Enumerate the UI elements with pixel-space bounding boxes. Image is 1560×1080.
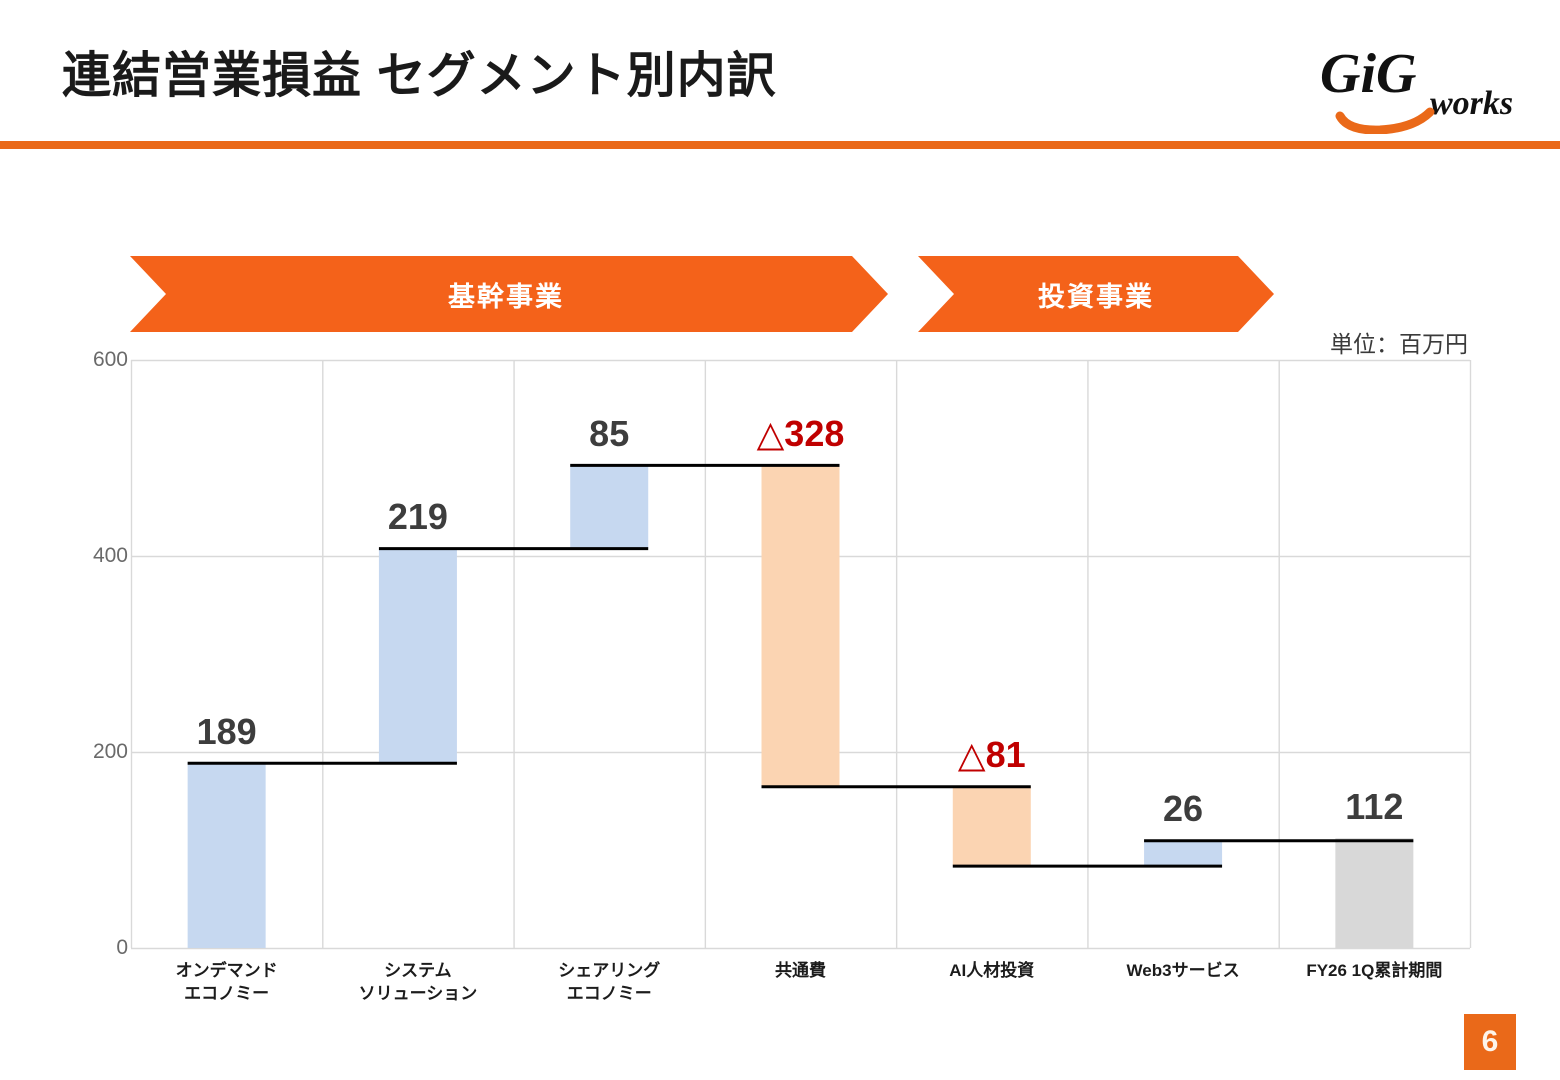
banner-core-business: 基幹事業 (130, 256, 888, 332)
x-axis-category-label: システム ソリューション (358, 961, 478, 1003)
logo-main-text: GiG (1320, 43, 1416, 105)
logo-smile-swoosh (1335, 107, 1435, 134)
y-axis-tick-label: 400 (92, 544, 128, 567)
bar-value-label: 112 (1345, 786, 1404, 828)
bar-value-label: 189 (196, 710, 257, 752)
banner-core-label: 基幹事業 (448, 281, 564, 312)
x-axis-category-label: オンデマンド エコノミー (175, 961, 278, 1003)
x-axis-category-label: 共通費 (775, 961, 826, 980)
page-number-badge: 6 (1464, 1014, 1516, 1070)
y-axis-tick-label: 0 (116, 936, 128, 959)
y-axis-tick-label: 200 (92, 740, 128, 763)
y-axis-ticks: 0 200 400 600 (20, 0, 128, 1080)
x-axis-category-label: FY26 1Q累計期間 (1306, 961, 1443, 980)
bar-value-label: △328 (756, 412, 845, 454)
x-axis-category-label: Web3サービス (1126, 961, 1240, 980)
x-axis-category-label: AI人材投資 (949, 961, 1035, 980)
x-axis-category-label: シェアリング エコノミー (558, 961, 661, 1003)
logo-sub-text: works (1430, 85, 1513, 122)
banner-investment-business: 投資事業 (918, 256, 1274, 332)
bar-value-label: 26 (1163, 788, 1204, 830)
bar-value-label: 85 (589, 412, 630, 454)
banner-investment-label: 投資事業 (1038, 281, 1154, 312)
gigworks-logo: GiG works (1318, 34, 1528, 134)
bar-value-label: △81 (957, 734, 1026, 776)
gigworks-logo-icon: GiG works (1320, 43, 1513, 134)
y-axis-tick-label: 600 (92, 348, 128, 371)
header-divider (0, 141, 1560, 149)
bar-value-label: 219 (387, 496, 448, 538)
page-title: 連結営業損益 セグメント別内訳 (62, 49, 777, 103)
unit-note: 単位：百万円 (1330, 331, 1468, 357)
